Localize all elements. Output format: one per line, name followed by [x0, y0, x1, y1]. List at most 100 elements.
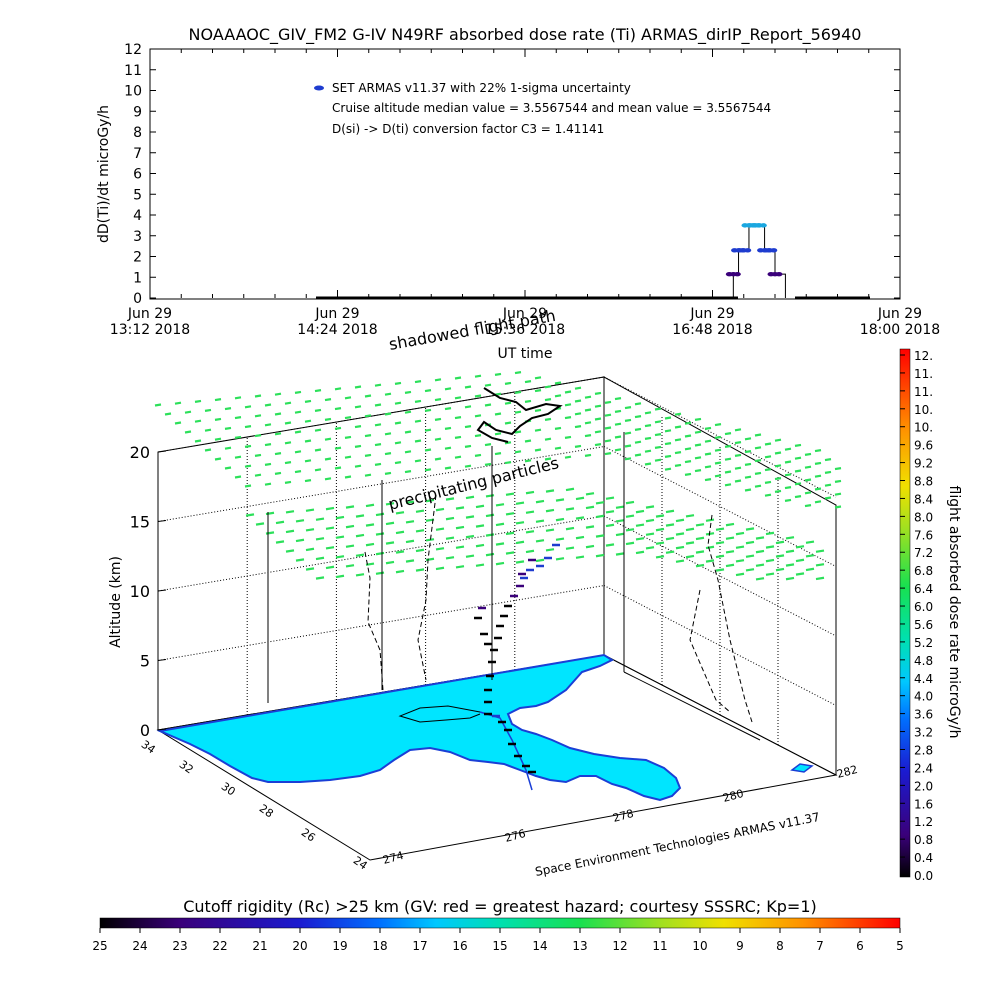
particle-mark: [765, 572, 775, 576]
rigidity-colorbar-tick-label: 19: [332, 939, 347, 953]
particle-mark: [385, 560, 395, 565]
particle-mark: [565, 546, 575, 550]
particle-mark: [734, 466, 742, 470]
particle-mark: [564, 416, 572, 420]
particle-mark: [605, 523, 615, 528]
particle-mark: [164, 412, 172, 416]
credit-text: Space Environment Technologies ARMAS v11…: [534, 810, 821, 879]
particle-mark: [644, 424, 652, 428]
particle-mark: [335, 515, 345, 520]
particle-mark: [575, 555, 585, 559]
rigidity-colorbar-tick-label: 17: [412, 939, 427, 953]
longitude-tick-label: 282: [835, 763, 859, 781]
particle-mark: [745, 527, 755, 531]
particle-mark: [684, 472, 692, 476]
particle-mark: [834, 467, 842, 471]
particle-mark: [654, 420, 662, 424]
particle-mark: [504, 461, 512, 465]
legend-marker: [314, 85, 324, 91]
particle-mark: [424, 408, 432, 412]
particle-mark: [374, 423, 382, 427]
particle-mark: [604, 452, 612, 456]
particle-mark: [515, 501, 525, 505]
precipitating-particles-annotation: precipitating particles: [386, 453, 560, 514]
particle-mark: [244, 405, 252, 409]
dose-colorbar-tick-label: 8.0: [914, 510, 933, 524]
particle-mark: [764, 442, 772, 446]
particle-mark: [385, 502, 395, 506]
y-tick-label: 6: [133, 167, 142, 183]
particle-mark: [644, 436, 652, 440]
particle-mark: [774, 438, 782, 442]
particle-mark: [504, 381, 512, 385]
particle-mark: [815, 549, 825, 553]
particle-mark: [514, 450, 522, 454]
particle-mark: [515, 521, 525, 525]
particle-mark: [775, 554, 785, 558]
particle-mark: [355, 573, 365, 577]
particle-mark: [675, 545, 685, 550]
dose-point: [733, 271, 741, 277]
particle-mark: [314, 468, 322, 472]
altitude-axis-label: Altitude (km): [108, 556, 124, 648]
particle-mark: [575, 516, 585, 520]
particle-mark: [804, 504, 812, 508]
particle-mark: [415, 568, 425, 572]
particle-mark: [344, 396, 352, 400]
particle-mark: [525, 530, 535, 534]
particle-mark: [514, 371, 522, 375]
particle-mark: [725, 563, 735, 568]
particle-mark: [765, 558, 775, 563]
longitude-tick-label: 274: [381, 849, 405, 867]
particle-mark: [485, 513, 495, 518]
particle-mark: [254, 434, 262, 438]
particle-mark: [325, 506, 335, 511]
flight-track: [398, 543, 560, 774]
particle-mark: [664, 454, 672, 458]
particle-mark: [575, 496, 585, 501]
dose-colorbar: 12. 11. 11. 10. 10. 9.6 9.2 8.8 8.4 8.0 7.6 7.2 6.8 6…: [899, 348, 962, 883]
particle-mark: [574, 425, 582, 429]
particle-mark: [514, 430, 522, 434]
particle-mark: [804, 491, 812, 495]
particle-mark: [645, 532, 655, 536]
particle-mark: [334, 426, 342, 430]
particle-mark: [454, 435, 462, 439]
particle-mark: [355, 553, 365, 557]
particle-mark: [735, 545, 745, 549]
rigidity-colorbar-tick-label: 24: [132, 939, 147, 953]
particle-mark: [344, 475, 352, 479]
particle-mark: [744, 437, 752, 441]
particle-mark: [714, 474, 722, 478]
particle-mark: [815, 576, 825, 581]
particle-mark: [474, 394, 482, 398]
particle-mark: [674, 425, 682, 429]
particle-mark: [584, 408, 592, 412]
particle-mark: [694, 443, 702, 447]
particle-mark: [645, 546, 655, 550]
particle-mark: [784, 447, 792, 451]
particle-mark: [534, 376, 542, 380]
particle-mark: [314, 389, 322, 393]
particle-mark: [575, 535, 585, 540]
particle-mark: [525, 490, 535, 495]
particle-mark: [595, 514, 605, 519]
particle-mark: [754, 484, 762, 488]
particle-mark: [305, 547, 315, 552]
particle-mark: [304, 439, 312, 443]
particle-mark: [234, 475, 242, 479]
particle-mark: [585, 505, 595, 510]
particle-mark: [764, 468, 772, 472]
particle-mark: [445, 556, 455, 560]
particle-mark: [705, 545, 715, 550]
particle-mark: [204, 408, 212, 412]
particle-mark: [335, 574, 345, 579]
particle-mark: [405, 539, 415, 544]
particle-mark: [754, 433, 762, 437]
dose-point: [775, 271, 783, 277]
particle-mark: [435, 566, 445, 571]
particle-mark: [794, 495, 802, 499]
y-axis-label: dD(Ti)/dt microGy/h: [96, 105, 112, 243]
particle-mark: [794, 456, 802, 460]
particle-mark: [455, 525, 465, 530]
